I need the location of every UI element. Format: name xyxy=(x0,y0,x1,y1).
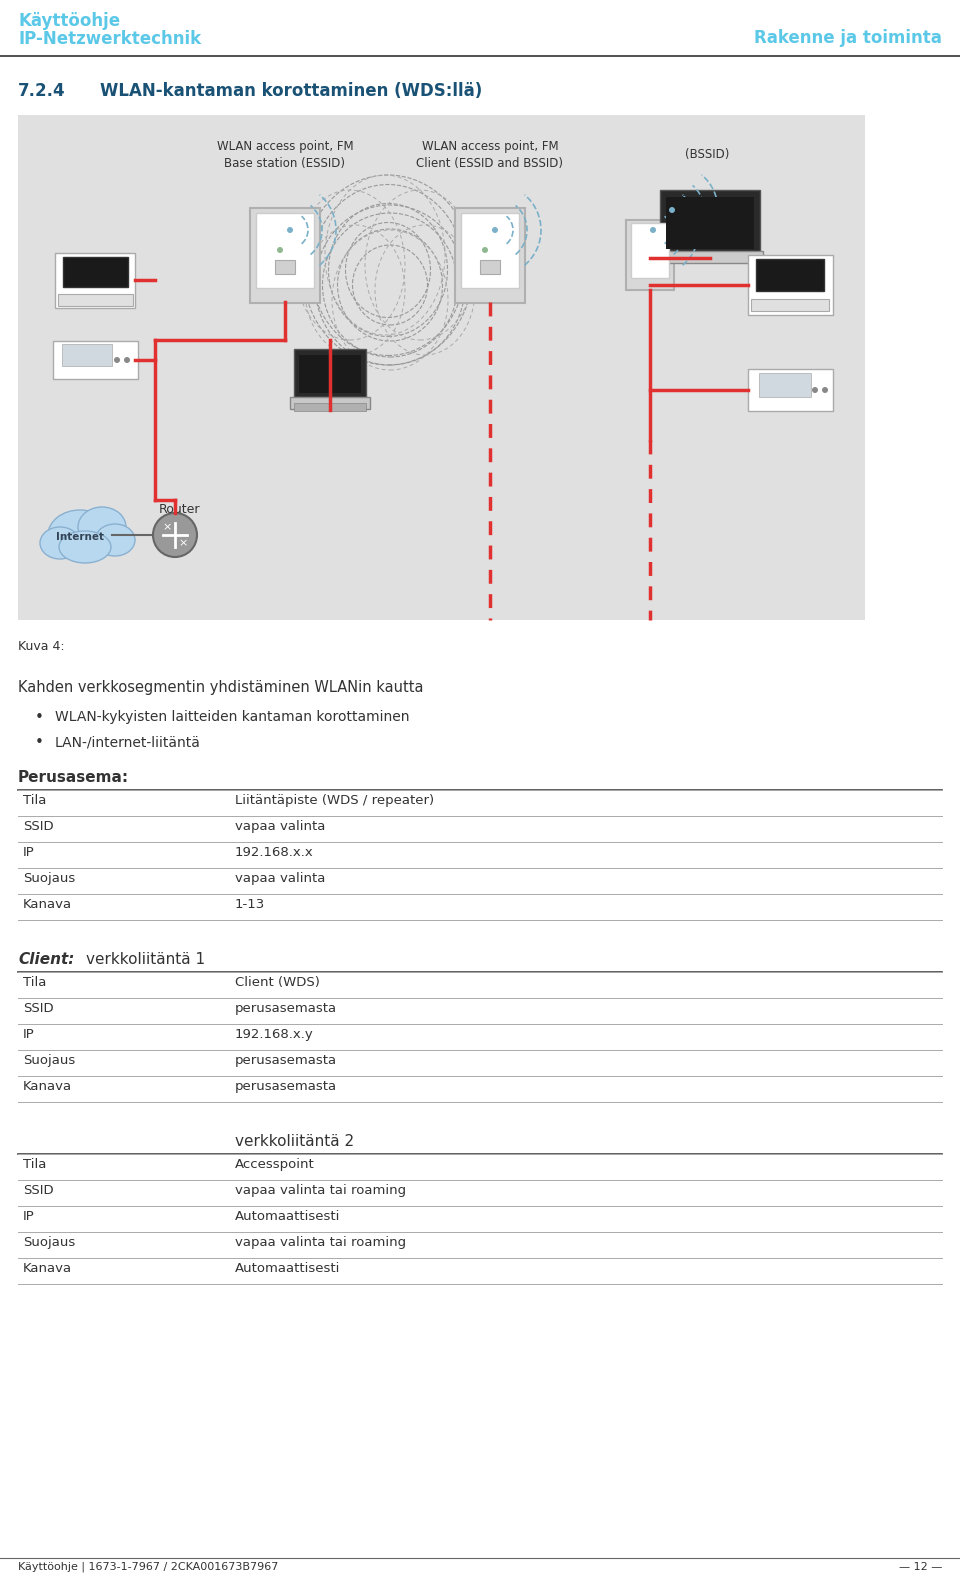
Text: SSID: SSID xyxy=(23,821,54,833)
Text: verkkoliitäntä 1: verkkoliitäntä 1 xyxy=(86,952,205,967)
FancyBboxPatch shape xyxy=(58,294,132,306)
FancyBboxPatch shape xyxy=(250,207,320,303)
Circle shape xyxy=(114,357,120,363)
Text: Kanava: Kanava xyxy=(23,1262,72,1275)
Text: Suojaus: Suojaus xyxy=(23,1054,75,1067)
Text: 192.168.x.y: 192.168.x.y xyxy=(235,1027,314,1041)
Text: Tila: Tila xyxy=(23,1158,46,1171)
FancyBboxPatch shape xyxy=(55,252,135,308)
Text: verkkoliitäntä 2: verkkoliitäntä 2 xyxy=(235,1135,354,1149)
Text: Kanava: Kanava xyxy=(23,898,72,911)
Text: vapaa valinta: vapaa valinta xyxy=(235,821,325,833)
Text: vapaa valinta: vapaa valinta xyxy=(235,873,325,885)
Text: SSID: SSID xyxy=(23,1184,54,1198)
Circle shape xyxy=(669,207,675,213)
Text: SSID: SSID xyxy=(23,1002,54,1015)
FancyBboxPatch shape xyxy=(756,259,824,290)
Text: 1-13: 1-13 xyxy=(235,898,265,911)
Text: Kahden verkkosegmentin yhdistäminen WLANin kautta: Kahden verkkosegmentin yhdistäminen WLAN… xyxy=(18,680,423,694)
Circle shape xyxy=(822,387,828,393)
FancyBboxPatch shape xyxy=(631,222,669,278)
Text: ×: × xyxy=(179,538,188,548)
Text: perusasemasta: perusasemasta xyxy=(235,1079,337,1094)
FancyBboxPatch shape xyxy=(759,372,811,398)
Text: 192.168.x.x: 192.168.x.x xyxy=(235,846,314,858)
Text: perusasemasta: perusasemasta xyxy=(235,1002,337,1015)
Text: Accesspoint: Accesspoint xyxy=(235,1158,315,1171)
Text: IP: IP xyxy=(23,846,35,858)
FancyBboxPatch shape xyxy=(62,257,128,287)
Ellipse shape xyxy=(48,510,112,560)
Text: Kuva 4:: Kuva 4: xyxy=(18,641,64,653)
FancyBboxPatch shape xyxy=(294,349,366,398)
Ellipse shape xyxy=(59,532,111,563)
Text: IP: IP xyxy=(23,1027,35,1041)
Text: 7.2.4: 7.2.4 xyxy=(18,82,65,99)
Circle shape xyxy=(812,387,818,393)
Text: Käyttöohje | 1673-1-7967 / 2CKA001673B7967: Käyttöohje | 1673-1-7967 / 2CKA001673B79… xyxy=(18,1562,278,1573)
Text: Tila: Tila xyxy=(23,794,46,806)
Text: LAN-/internet-liitäntä: LAN-/internet-liitäntä xyxy=(55,735,201,750)
FancyBboxPatch shape xyxy=(294,402,366,410)
Text: vapaa valinta tai roaming: vapaa valinta tai roaming xyxy=(235,1236,406,1250)
FancyBboxPatch shape xyxy=(751,298,829,311)
FancyBboxPatch shape xyxy=(660,189,760,254)
FancyBboxPatch shape xyxy=(748,369,832,410)
Text: Kanava: Kanava xyxy=(23,1079,72,1094)
Text: ×: × xyxy=(162,522,172,532)
Text: Liitäntäpiste (WDS / repeater): Liitäntäpiste (WDS / repeater) xyxy=(235,794,434,806)
Ellipse shape xyxy=(95,524,135,555)
Circle shape xyxy=(153,513,197,557)
FancyBboxPatch shape xyxy=(658,251,762,264)
Text: — 12 —: — 12 — xyxy=(899,1562,942,1572)
FancyBboxPatch shape xyxy=(748,256,832,316)
Text: Automaattisesti: Automaattisesti xyxy=(235,1210,341,1223)
FancyBboxPatch shape xyxy=(480,260,500,275)
Text: WLAN access point, FM
Base station (ESSID): WLAN access point, FM Base station (ESSI… xyxy=(217,140,353,170)
Text: Suojaus: Suojaus xyxy=(23,873,75,885)
Text: WLAN-kantaman korottaminen (WDS:llä): WLAN-kantaman korottaminen (WDS:llä) xyxy=(100,82,482,99)
FancyBboxPatch shape xyxy=(53,341,137,379)
Text: Perusasema:: Perusasema: xyxy=(18,770,130,784)
FancyBboxPatch shape xyxy=(666,197,754,249)
FancyBboxPatch shape xyxy=(626,219,674,290)
FancyBboxPatch shape xyxy=(18,115,865,620)
Circle shape xyxy=(287,227,293,234)
FancyBboxPatch shape xyxy=(461,213,519,287)
Text: Internet: Internet xyxy=(56,532,104,541)
Text: perusasemasta: perusasemasta xyxy=(235,1054,337,1067)
Circle shape xyxy=(650,227,656,234)
FancyBboxPatch shape xyxy=(455,207,525,303)
FancyBboxPatch shape xyxy=(256,213,314,287)
Text: Käyttöohje: Käyttöohje xyxy=(18,13,120,30)
Text: Router: Router xyxy=(159,503,201,516)
Text: Tila: Tila xyxy=(23,977,46,989)
Text: IP-Netzwerktechnik: IP-Netzwerktechnik xyxy=(18,30,202,47)
Text: Suojaus: Suojaus xyxy=(23,1236,75,1250)
Text: WLAN access point, FM
Client (ESSID and BSSID): WLAN access point, FM Client (ESSID and … xyxy=(417,140,564,170)
Ellipse shape xyxy=(40,527,80,559)
Text: •: • xyxy=(35,710,44,724)
Text: Client (WDS): Client (WDS) xyxy=(235,977,320,989)
Text: WLAN-kykyisten laitteiden kantaman korottaminen: WLAN-kykyisten laitteiden kantaman korot… xyxy=(55,710,410,724)
Circle shape xyxy=(124,357,130,363)
Text: Rakenne ja toiminta: Rakenne ja toiminta xyxy=(755,28,942,47)
Text: Automaattisesti: Automaattisesti xyxy=(235,1262,341,1275)
FancyBboxPatch shape xyxy=(275,260,295,275)
Ellipse shape xyxy=(78,507,126,548)
FancyBboxPatch shape xyxy=(62,344,112,366)
Text: (BSSID): (BSSID) xyxy=(685,148,730,161)
FancyBboxPatch shape xyxy=(290,398,370,409)
Text: vapaa valinta tai roaming: vapaa valinta tai roaming xyxy=(235,1184,406,1198)
FancyBboxPatch shape xyxy=(299,355,361,393)
Circle shape xyxy=(482,248,488,252)
Text: IP: IP xyxy=(23,1210,35,1223)
Text: Client:: Client: xyxy=(18,952,74,967)
Circle shape xyxy=(492,227,498,234)
Text: •: • xyxy=(35,735,44,750)
Circle shape xyxy=(277,248,283,252)
